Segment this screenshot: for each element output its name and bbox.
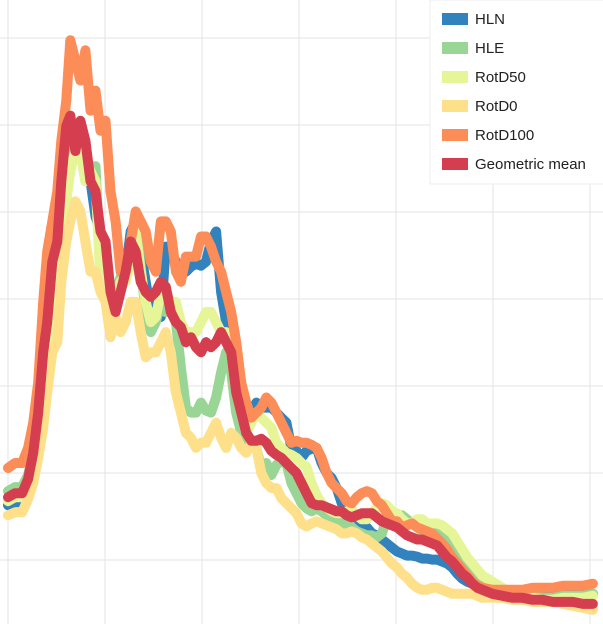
legend: HLN HLE RotD50 RotD0 RotD100 Geometric mean <box>429 0 603 185</box>
legend-label[interactable]: RotD50 <box>475 69 526 86</box>
series-line-rotd0[interactable] <box>3 196 598 615</box>
legend-label[interactable]: HLE <box>475 40 504 57</box>
legend-swatch[interactable] <box>442 129 468 141</box>
legend-label[interactable]: HLN <box>475 11 505 28</box>
legend-swatch[interactable] <box>442 158 468 170</box>
legend-swatch[interactable] <box>442 42 468 54</box>
legend-label[interactable]: Geometric mean <box>475 156 586 173</box>
legend-swatch[interactable] <box>442 13 468 25</box>
legend-swatch[interactable] <box>442 71 468 83</box>
series-line-geometric-mean[interactable] <box>3 110 598 609</box>
series-lines <box>3 35 598 615</box>
legend-swatch[interactable] <box>442 100 468 112</box>
legend-background <box>429 0 603 185</box>
legend-label[interactable]: RotD100 <box>475 127 534 144</box>
legend-label[interactable]: RotD0 <box>475 98 518 115</box>
